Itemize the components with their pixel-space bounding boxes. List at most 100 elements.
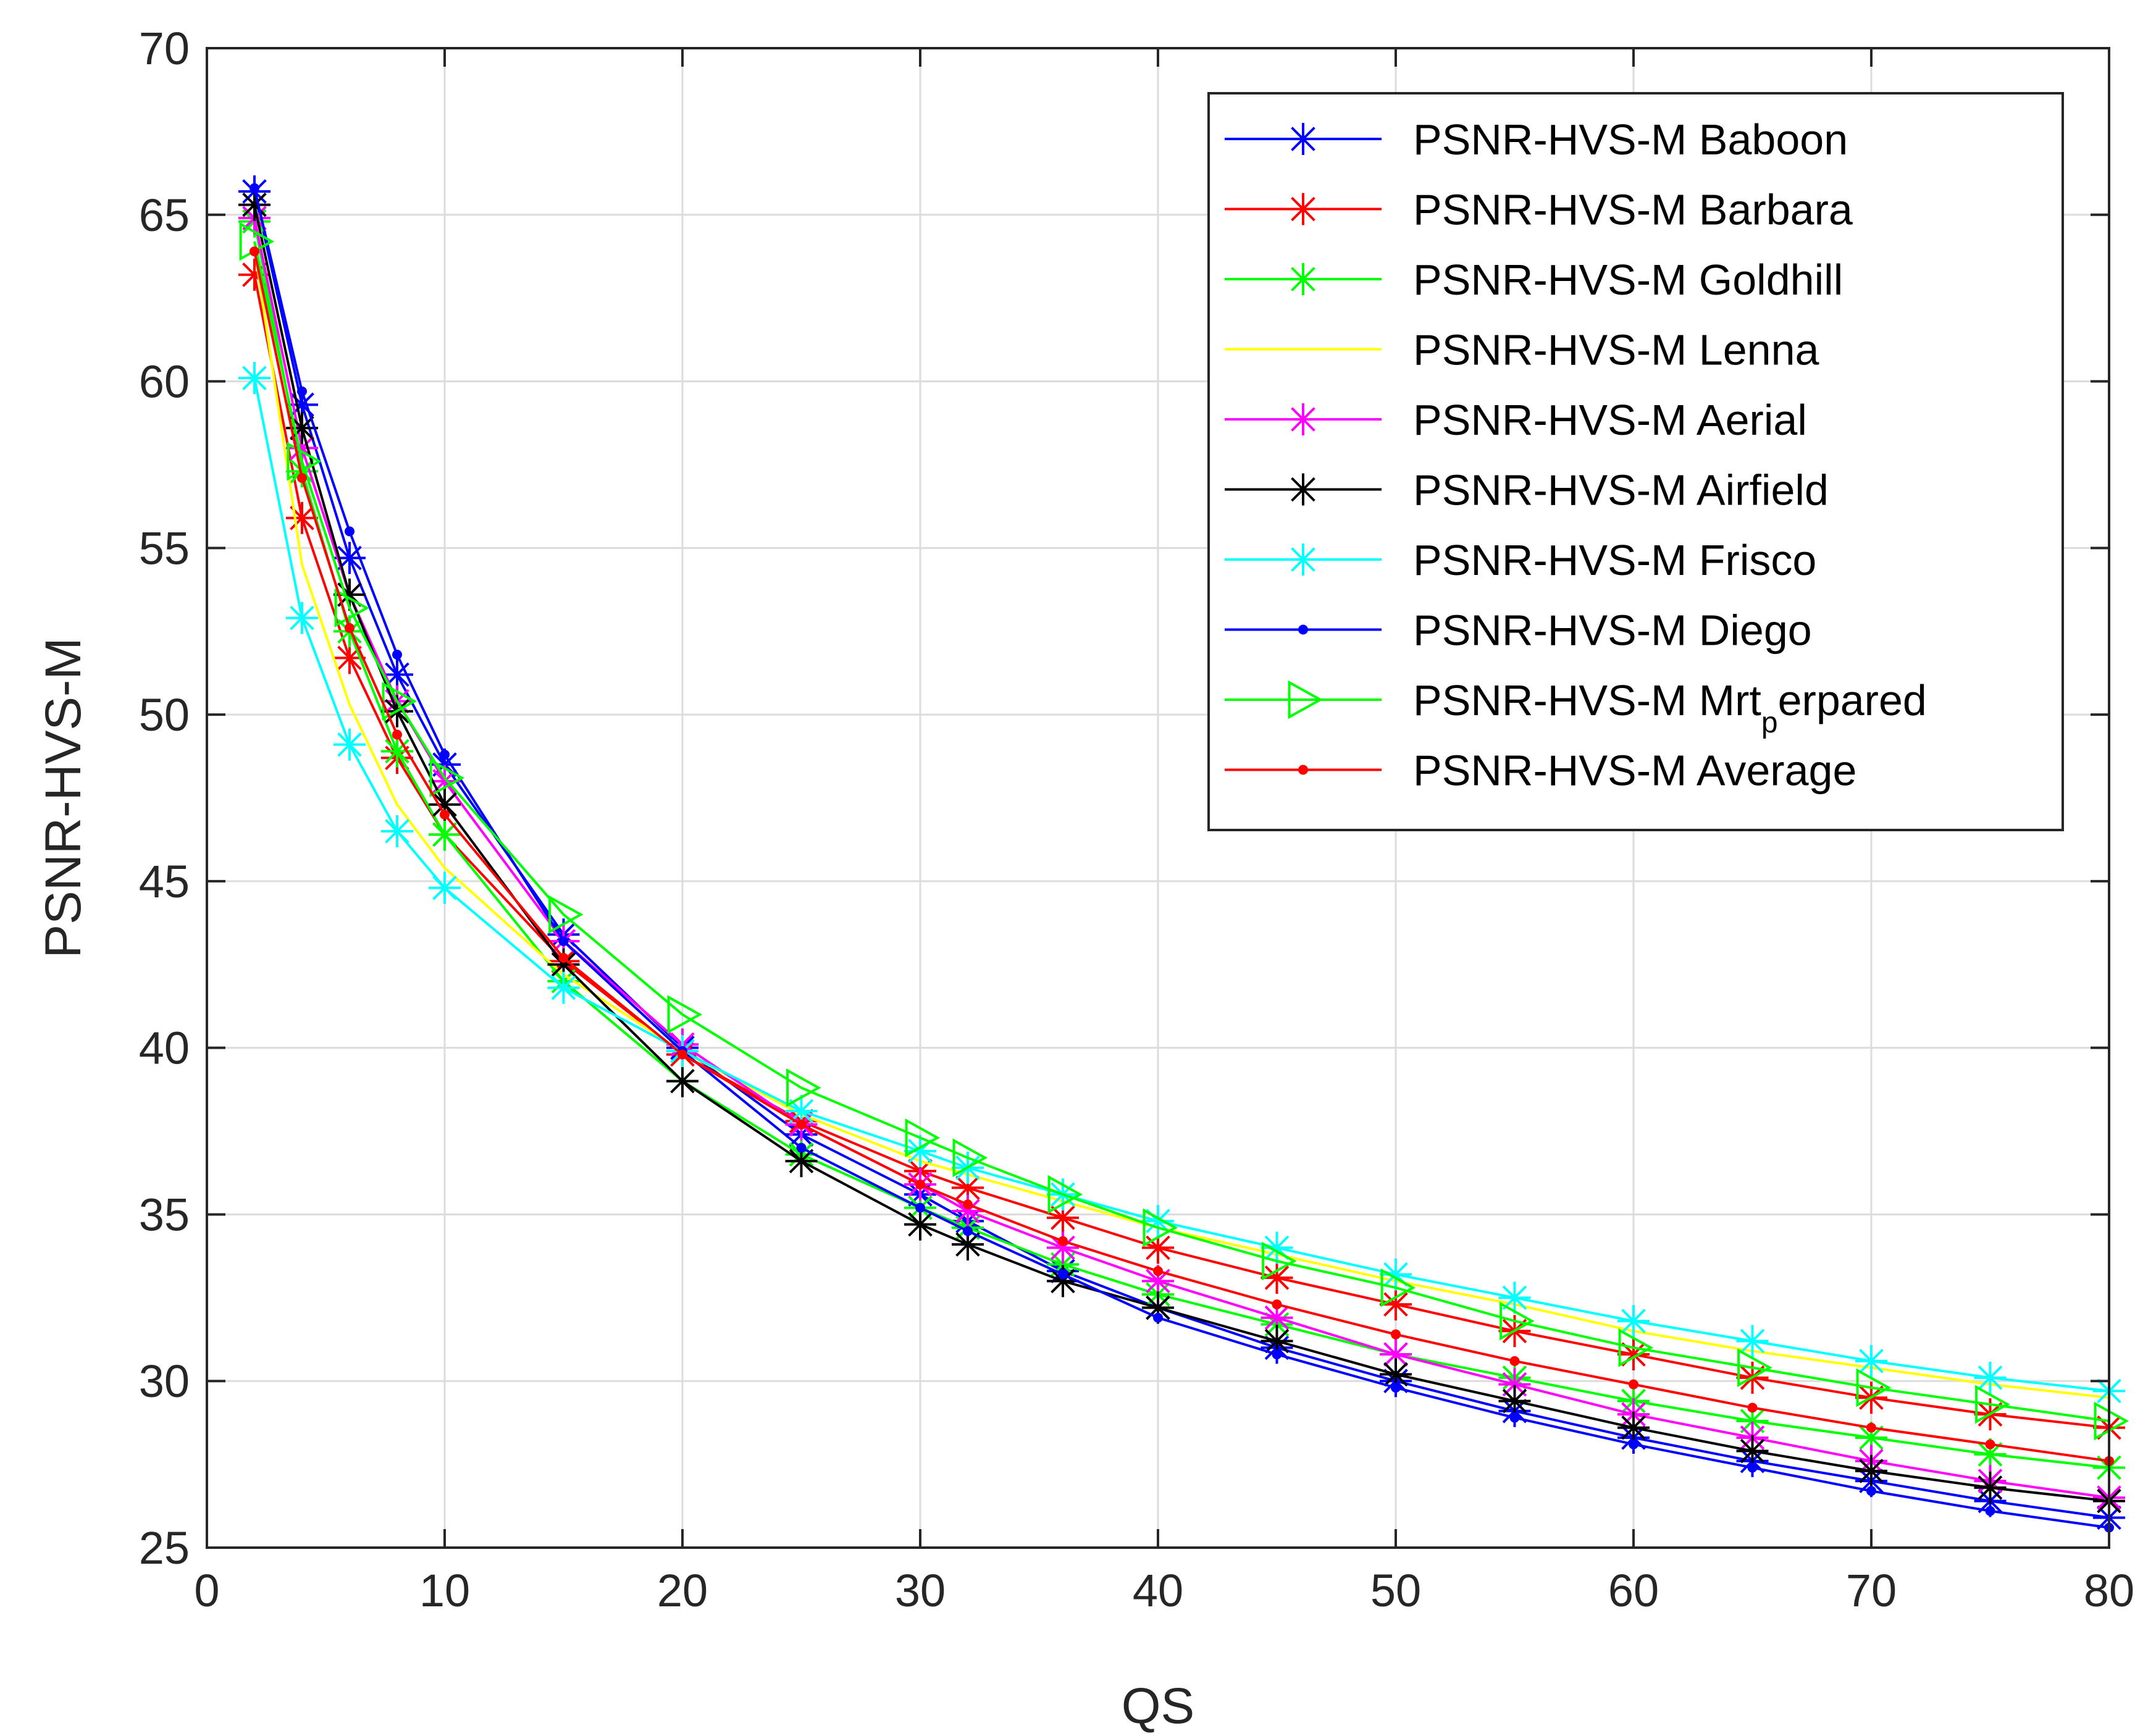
data-point [381, 735, 413, 768]
legend-entry: PSNR-HVS-M Lenna [1225, 326, 1819, 374]
data-point [1856, 1368, 1892, 1407]
legend-label: PSNR-HVS-M Frisco [1413, 536, 1816, 584]
legend-entry: PSNR-HVS-M Aerial [1225, 396, 1807, 444]
data-point [1262, 1241, 1297, 1281]
data-point [1747, 1403, 1758, 1413]
data-point [1272, 1349, 1282, 1360]
series-line [253, 204, 2110, 1503]
data-point [1260, 1261, 1293, 1294]
y-tick-label: 25 [139, 1522, 190, 1574]
data-point [381, 658, 413, 691]
series-3 [253, 248, 2110, 1399]
data-point [1974, 1361, 2007, 1394]
data-point [238, 188, 271, 221]
data-point [1509, 1412, 1520, 1423]
data-point [952, 1172, 984, 1204]
legend-entry: PSNR-HVS-M Diego [1225, 606, 1812, 655]
data-point [429, 748, 461, 781]
y-tick-label: 50 [139, 689, 190, 740]
data-point [1974, 1438, 2007, 1470]
data-point [286, 501, 318, 534]
legend-entry: PSNR-HVS-M Mrtperpared [1225, 676, 1927, 739]
data-point [381, 815, 413, 847]
data-point [905, 1118, 941, 1157]
legend-marker [1287, 193, 1319, 225]
data-point [963, 1199, 973, 1210]
legend-entry: PSNR-HVS-M Goldhill [1225, 256, 1843, 304]
data-point [429, 871, 461, 904]
data-point [1855, 1454, 1887, 1487]
legend-marker [1298, 765, 1308, 775]
legend-label: PSNR-HVS-M Baboon [1413, 115, 1848, 164]
data-point [677, 1049, 687, 1060]
data-point [786, 1068, 821, 1107]
data-point [1380, 1268, 1416, 1307]
data-point [558, 952, 569, 963]
data-point [392, 649, 402, 660]
x-tick-label: 20 [657, 1565, 708, 1616]
y-tick-label: 70 [139, 23, 190, 74]
data-point [915, 1179, 925, 1189]
data-point [1142, 1231, 1174, 1264]
data-point [238, 362, 271, 395]
y-tick-label: 60 [139, 356, 190, 408]
data-point [667, 995, 703, 1034]
data-point [1629, 1379, 1638, 1390]
data-point [345, 623, 354, 633]
data-point [440, 809, 450, 820]
data-point [1509, 1356, 1520, 1366]
x-tick-label: 30 [895, 1565, 946, 1616]
data-point [666, 1065, 698, 1097]
data-point [1153, 1312, 1163, 1323]
data-point [1058, 1236, 1068, 1246]
data-point [558, 936, 569, 947]
legend-marker [1288, 680, 1323, 719]
data-point [1617, 1305, 1650, 1338]
data-point [286, 388, 318, 421]
x-tick-label: 10 [419, 1565, 470, 1616]
series-line [253, 188, 2110, 1529]
data-point [1974, 1471, 2007, 1504]
x-tick-label: 0 [194, 1565, 219, 1616]
data-point [297, 473, 307, 484]
data-point [1975, 1385, 2010, 1424]
data-point [547, 948, 580, 981]
data-point [1142, 1265, 1174, 1298]
data-point [796, 1143, 807, 1153]
data-point [1380, 1258, 1412, 1291]
data-point [548, 895, 584, 934]
y-axis-title: PSNR-HVS-M [35, 637, 91, 958]
x-tick-label: 80 [2084, 1565, 2134, 1616]
data-point [1391, 1329, 1401, 1340]
data-point [1866, 1486, 1876, 1496]
data-point [238, 258, 271, 291]
data-point [1047, 1231, 1079, 1264]
data-point [1391, 1383, 1401, 1393]
y-tick-label: 45 [139, 856, 190, 907]
data-point [963, 1226, 973, 1236]
data-point [1866, 1422, 1876, 1433]
data-point [286, 432, 318, 464]
data-point [1260, 1301, 1293, 1334]
data-point [952, 1195, 984, 1228]
data-point [1380, 1288, 1412, 1321]
data-point [785, 1095, 818, 1128]
data-point [1047, 1201, 1079, 1234]
data-point [333, 542, 366, 574]
data-point [286, 602, 318, 634]
series-line [253, 274, 2110, 1429]
data-point [1380, 1338, 1412, 1371]
legend-marker [1287, 123, 1319, 155]
data-point [1985, 1506, 1995, 1516]
data-point [1380, 1358, 1412, 1391]
legend-label-subscript: p [1761, 707, 1778, 739]
data-point [1272, 1299, 1282, 1310]
series-8 [239, 222, 2129, 1441]
x-tick-label: 70 [1846, 1565, 1897, 1616]
data-point [333, 642, 366, 674]
legend-label-tail: erpared [1778, 676, 1927, 724]
data-point [1498, 1281, 1531, 1314]
data-point [952, 1138, 988, 1178]
data-point [1617, 1411, 1650, 1444]
